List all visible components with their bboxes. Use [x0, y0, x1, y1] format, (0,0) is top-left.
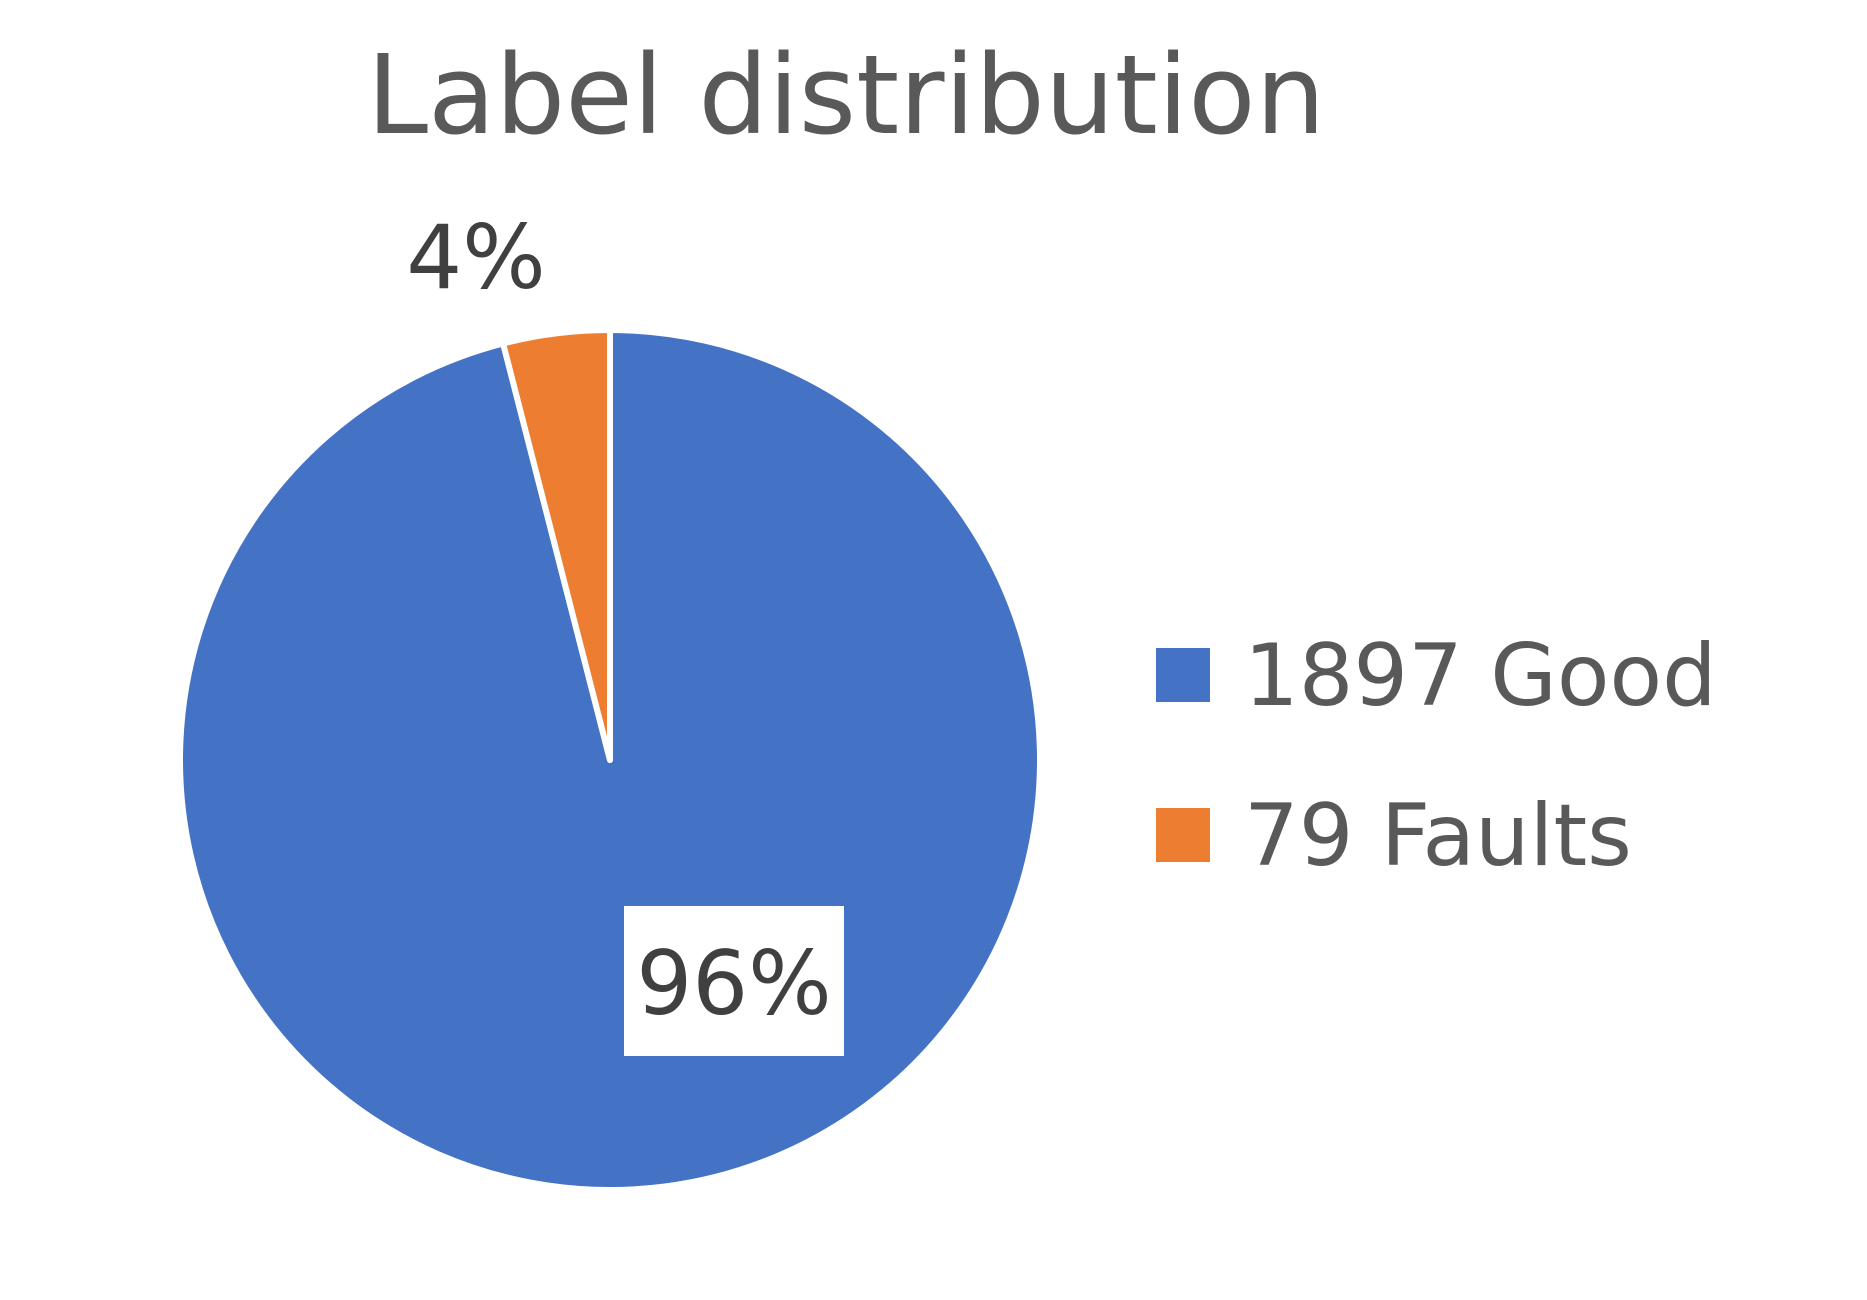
data-label-box-good	[624, 906, 844, 1056]
legend: 1897 Good 79 Faults	[1156, 626, 1717, 886]
legend-swatch-good	[1156, 648, 1210, 702]
legend-label-faults: 79 Faults	[1244, 786, 1632, 886]
legend-label-good: 1897 Good	[1244, 626, 1717, 726]
data-labels: 96% 4%	[406, 206, 844, 1056]
legend-swatch-faults	[1156, 808, 1210, 862]
pie-slice-faults	[500, 327, 613, 763]
pie-slices	[177, 327, 1043, 1193]
data-label-good: 96%	[636, 932, 832, 1035]
data-label-faults: 4%	[406, 206, 546, 309]
chart-title: Label distribution	[367, 31, 1326, 159]
